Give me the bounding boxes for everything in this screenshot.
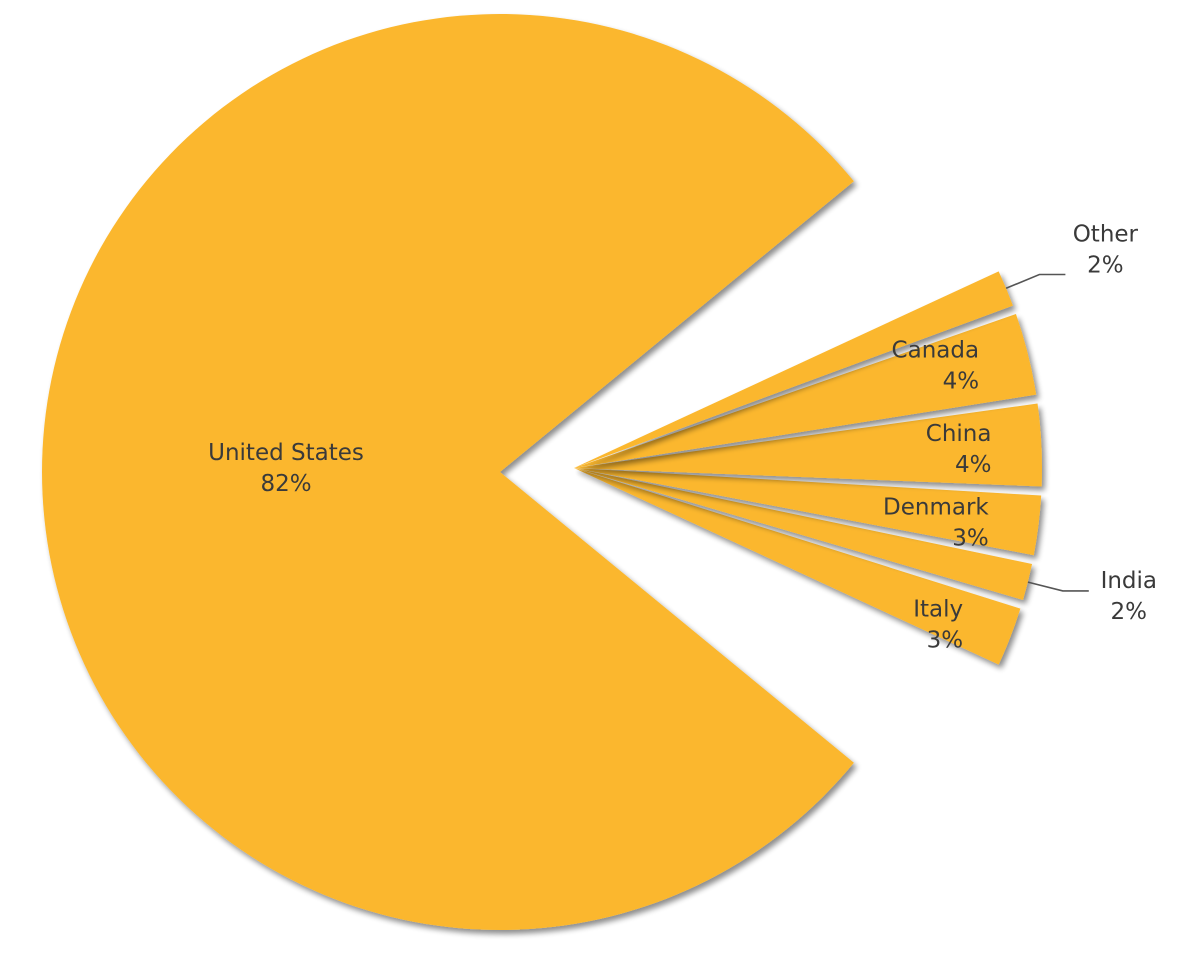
pie-slice-italy <box>574 468 1021 665</box>
slice-label-canada: Canada 4% <box>892 338 980 395</box>
slice-label-united-states: United States 82% <box>208 440 364 497</box>
pie-slice-india <box>574 468 1033 601</box>
slice-labels: United States 82% Italy 3% India 2% Denmark 3% C… <box>208 221 1157 653</box>
slice-label-china: China 4% <box>926 421 992 478</box>
slice-label-denmark: Denmark 3% <box>883 495 989 552</box>
leader-lines <box>1005 273 1089 592</box>
pie-slice-china <box>574 403 1042 487</box>
slice-label-italy: Italy 3% <box>913 597 963 654</box>
leader-line-india <box>1027 581 1089 592</box>
slice-label-india: India 2% <box>1101 568 1157 625</box>
pie-slice-united-states <box>42 14 854 931</box>
pie-slice-other <box>574 271 1013 468</box>
pie-slice-denmark <box>574 468 1042 556</box>
pie-slice-canada <box>574 314 1037 468</box>
slice-label-other: Other 2% <box>1073 221 1139 278</box>
leader-line-other <box>1005 273 1066 290</box>
pie-slices <box>42 14 1042 931</box>
